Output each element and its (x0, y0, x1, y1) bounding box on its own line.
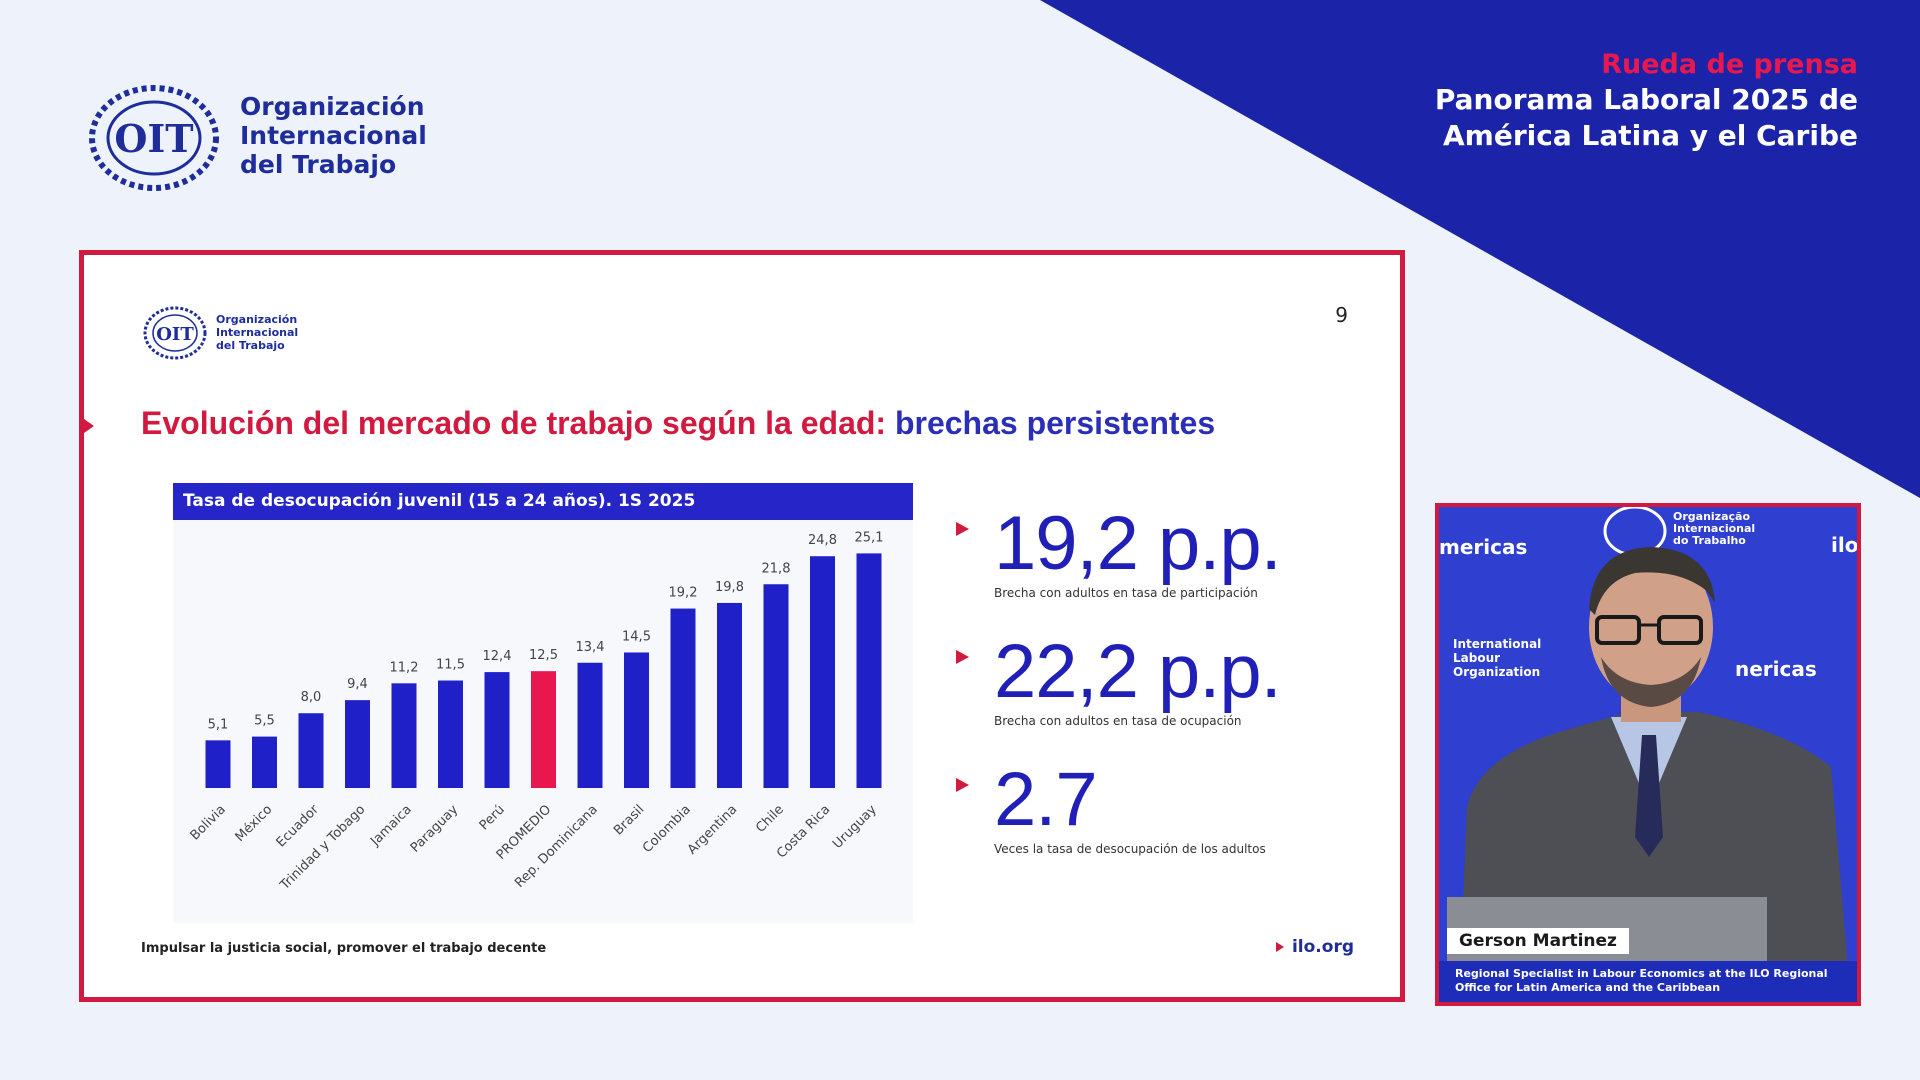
stat-marker-icon (956, 778, 969, 792)
backdrop-line: International (1453, 637, 1542, 651)
bar-value-label: 19,8 (715, 580, 744, 595)
slide-footer-link-text: ilo.org (1291, 937, 1354, 957)
bar-value-label: 25,1 (855, 530, 884, 545)
header-org-name: Organización Internacional del Trabajo (240, 92, 427, 179)
slide-footer-slogan: Impulsar la justicia social, promover el… (141, 941, 547, 956)
category-label: México (233, 802, 276, 845)
speaker-role-line: Office for Latin America and the Caribbe… (1455, 981, 1721, 994)
bar-colombia (670, 608, 696, 788)
stat-value: 19,2 p.p. (994, 501, 1282, 586)
category-label: Bolivia (188, 802, 229, 843)
bar-value-label: 24,8 (808, 533, 837, 548)
category-label: Chile (753, 802, 787, 836)
header-org-line: del Trabajo (240, 150, 397, 179)
title-marker-icon (84, 419, 94, 433)
press-title-line: Panorama Laboral 2025 de (1434, 83, 1858, 116)
chart-header: Tasa de desocupación juvenil (15 a 24 añ… (173, 483, 913, 520)
press-title-line: América Latina y el Caribe (1443, 119, 1858, 152)
category-label: Ecuador (274, 802, 323, 851)
bar-jamaica (391, 683, 417, 788)
slide-org-line: Internacional (216, 326, 299, 339)
category-label: Perú (477, 802, 508, 833)
backdrop-text: mericas (1439, 535, 1528, 559)
stat-caption: Brecha con adultos en tasa de ocupación (994, 714, 1242, 728)
bar-value-label: 11,5 (436, 658, 465, 673)
slide-title-main: Evolución del mercado de trabajo según l… (141, 405, 887, 441)
bar-value-label: 19,2 (669, 586, 698, 601)
category-label: Brasil (611, 802, 647, 838)
stat-caption: Brecha con adultos en tasa de participac… (994, 586, 1258, 600)
backdrop-text: ilo (1831, 533, 1859, 557)
bar-value-label: 13,4 (576, 640, 605, 655)
speaker-video: mericas nericas Organização Internaciona… (1435, 503, 1861, 1006)
bar-value-label: 11,2 (390, 660, 419, 675)
backdrop-line: do Trabalho (1673, 534, 1746, 547)
link-marker-icon (1275, 942, 1284, 952)
backdrop-line: Labour (1453, 651, 1501, 665)
speaker-role: Regional Specialist in Labour Economics … (1439, 961, 1857, 1002)
bar-trinidad-y-tobago (345, 700, 370, 788)
bar-value-label: 12,4 (483, 649, 512, 664)
ilo-emblem-icon: OIT (89, 85, 219, 191)
backdrop-text: nericas (1735, 657, 1817, 681)
bar-bolivia (205, 740, 231, 788)
bar-value-label: 21,8 (762, 561, 791, 576)
bar-value-label: 5,1 (208, 717, 229, 732)
bar-value-label: 12,5 (529, 648, 558, 663)
slide-org-name: Organización Internacional del Trabajo (216, 313, 298, 352)
press-info: Rueda de prensa Panorama Laboral 2025 de… (1435, 48, 1858, 154)
stat-marker-icon (956, 522, 969, 536)
stat-value: 22,2 p.p. (994, 629, 1282, 714)
press-kicker: Rueda de prensa (1601, 49, 1858, 80)
backdrop-org-en: International Labour Organization (1453, 637, 1541, 679)
bar-chart: 5,1 Bolivia 5,5 México 8,0 Ecuador 9,4 Trinidad… (188, 530, 884, 894)
category-label: Jamaica (367, 802, 414, 849)
presentation-slide: OIT Organización Internacional del Traba… (79, 250, 1405, 1002)
bar-paraguay (438, 680, 463, 788)
category-label: Uruguay (830, 802, 880, 852)
category-label: Paraguay (408, 802, 462, 856)
stat-value: 2.7 (994, 757, 1098, 842)
bar-chile (763, 584, 789, 788)
stat-caption: Veces la tasa de desocupación de los adu… (994, 842, 1266, 856)
slide-title-accent: brechas persistentes (894, 405, 1216, 441)
category-label: Rep. Dominicana (512, 802, 601, 891)
bar-brasil (624, 652, 649, 788)
bar-costa-rica (810, 556, 835, 788)
svg-text:OIT: OIT (114, 116, 193, 161)
bar-value-label: 8,0 (301, 690, 322, 705)
bar-promedio (531, 671, 556, 788)
bar-m-xico (252, 736, 277, 788)
category-label: Argentina (685, 802, 740, 857)
header-org-line: Organización (240, 92, 425, 121)
header-org-line: Internacional (240, 121, 427, 150)
stat-marker-icon (956, 650, 969, 664)
slide-page-number: 9 (1335, 303, 1348, 327)
speaker-portrait (1439, 507, 1857, 1002)
bar-rep-dominicana (577, 662, 603, 788)
bar-value-label: 9,4 (347, 677, 368, 692)
slide-org-line: Organización (216, 313, 298, 326)
unemployment-chart: Tasa de desocupación juvenil (15 a 24 añ… (173, 483, 913, 923)
backdrop-line: Organization (1453, 665, 1541, 679)
backdrop-line: Organização (1673, 510, 1750, 523)
svg-text:OIT: OIT (156, 324, 194, 345)
category-label: Trinidad y Tobago (277, 802, 369, 894)
backdrop-org-pt: Organização Internacional do Trabalho (1673, 511, 1755, 547)
speaker-name: Gerson Martinez (1447, 928, 1629, 954)
slide-title: Evolución del mercado de trabajo según l… (141, 405, 1215, 442)
bar-ecuador (298, 713, 324, 788)
bar-value-label: 14,5 (622, 629, 651, 644)
bar-argentina (717, 602, 742, 788)
slide-org-line: del Trabajo (216, 339, 285, 352)
bar-uruguay (856, 553, 882, 788)
speaker-role-line: Regional Specialist in Labour Economics … (1455, 967, 1828, 980)
bar-per- (484, 672, 510, 788)
bar-value-label: 5,5 (254, 714, 275, 729)
slide-footer-link[interactable]: ilo.org (1275, 937, 1354, 957)
ilo-emblem-icon: OIT (143, 306, 207, 360)
backdrop-line: Internacional (1673, 522, 1756, 535)
